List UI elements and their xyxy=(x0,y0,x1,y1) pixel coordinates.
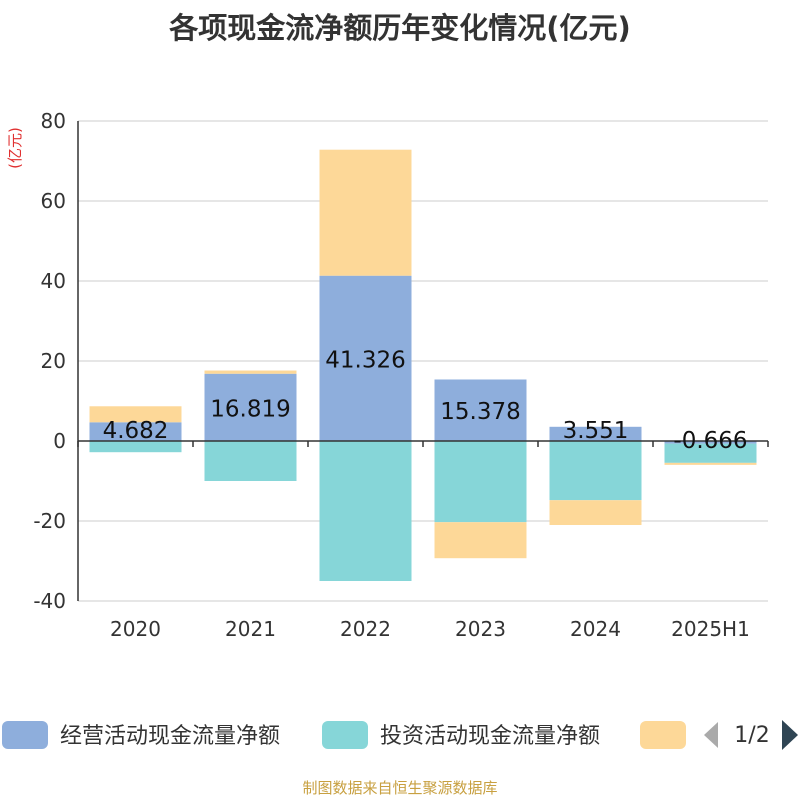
y-axis-unit-label: (亿元) xyxy=(6,127,24,169)
bar-2020-series-3 xyxy=(89,406,182,423)
data-label: 4.682 xyxy=(103,418,169,444)
legend-swatch[interactable] xyxy=(2,721,48,749)
legend-label[interactable]: 经营活动现金流量净额 xyxy=(60,724,280,749)
bar-2024-series-1 xyxy=(549,426,642,441)
legend: 经营活动现金流量净额 投资活动现金流量净额 xyxy=(2,721,686,749)
bar-2024-series-2 xyxy=(549,441,642,501)
bar-2024-series-3 xyxy=(549,500,642,525)
legend-label[interactable]: 投资活动现金流量净额 xyxy=(380,724,600,749)
y-tick-label: -40 xyxy=(33,589,66,613)
y-tick-label: -20 xyxy=(33,509,66,533)
grid xyxy=(78,120,768,602)
bar-2025H1-series-1 xyxy=(664,441,757,444)
x-tick-label: 2020 xyxy=(110,617,161,641)
chart-title: 各项现金流净额历年变化情况(亿元) xyxy=(168,11,631,45)
data-label: 3.551 xyxy=(563,418,629,444)
bar-2022-series-1 xyxy=(319,275,412,441)
y-tick-label: 0 xyxy=(53,429,66,453)
pager-prev-icon[interactable] xyxy=(704,722,718,748)
bars xyxy=(89,149,757,581)
bar-2022-series-3 xyxy=(319,149,412,276)
legend-swatch[interactable] xyxy=(640,721,686,749)
data-label: 41.326 xyxy=(325,347,405,373)
bar-2022-series-2 xyxy=(319,441,412,581)
bar-2021-series-3 xyxy=(204,370,297,374)
bar-2020-series-1 xyxy=(89,422,182,441)
legend-swatch[interactable] xyxy=(322,721,368,749)
bar-2021-series-2 xyxy=(204,441,297,481)
y-tick-label: 60 xyxy=(41,189,66,213)
x-tick-label: 2021 xyxy=(225,617,276,641)
bar-2023-series-2 xyxy=(434,441,527,523)
pager-text: 1/2 xyxy=(734,723,769,748)
y-tick-label: 20 xyxy=(41,349,66,373)
data-label: -0.666 xyxy=(673,428,747,454)
y-tick-label: 80 xyxy=(41,109,66,133)
legend-pager: 1/2 xyxy=(704,720,798,750)
data-label: 15.378 xyxy=(440,399,520,425)
data-labels: 4.682 16.819 41.326 15.378 3.551 -0.666 xyxy=(103,347,748,454)
axes: -40 -20 0 20 40 60 80 2020 2021 2022 2023 2024 2025H… xyxy=(33,109,769,641)
bar-2025H1-series-3 xyxy=(664,462,757,465)
x-tick-label: 2025H1 xyxy=(671,617,750,641)
bar-2021-series-1 xyxy=(204,373,297,441)
pager-next-icon[interactable] xyxy=(782,720,798,750)
source-footer: 制图数据来自恒生聚源数据库 xyxy=(302,779,497,797)
bar-2023-series-1 xyxy=(434,379,527,441)
x-tick-label: 2023 xyxy=(455,617,506,641)
x-tick-label: 2024 xyxy=(570,617,621,641)
bar-2023-series-3 xyxy=(434,522,527,559)
y-tick-label: 40 xyxy=(41,269,66,293)
bar-2020-series-2 xyxy=(89,441,182,453)
bar-2025H1-series-2 xyxy=(664,443,757,463)
data-label: 16.819 xyxy=(210,396,290,422)
x-tick-label: 2022 xyxy=(340,617,391,641)
